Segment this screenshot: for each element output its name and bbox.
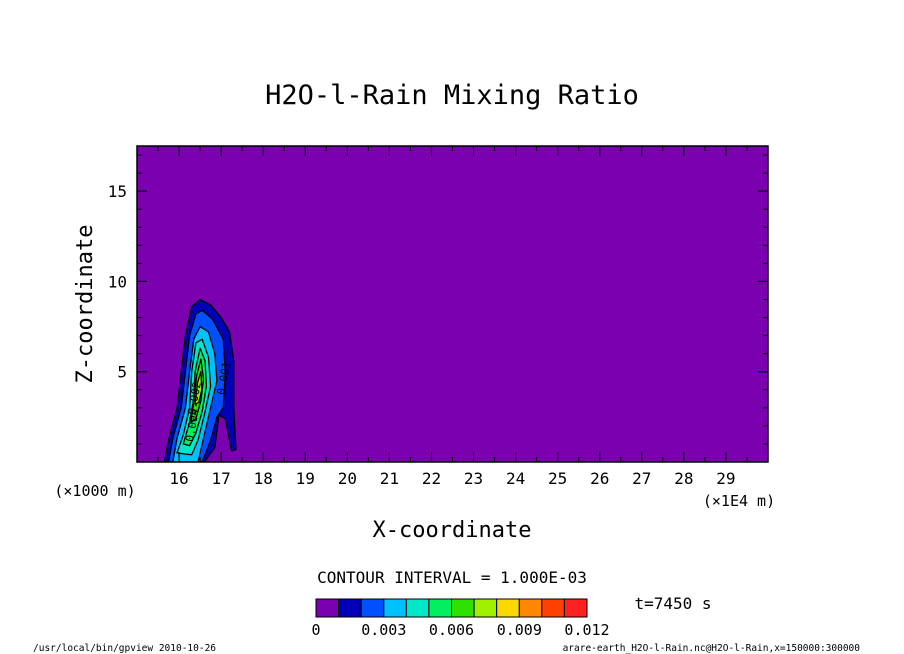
colorbar-bin xyxy=(383,598,407,618)
contour-label: 0.004 xyxy=(183,407,202,442)
y-axis-label: Z-coordinate xyxy=(73,225,98,384)
x-tick-label: 17 xyxy=(212,469,231,488)
x-axis-ticks: 16 17 18 19 20 21 22 23 24 25 26 27 28 29 xyxy=(157,146,748,488)
x-tick-label: 28 xyxy=(674,469,693,488)
x-tick-label: 20 xyxy=(338,469,357,488)
x-axis-label: X-coordinate xyxy=(373,518,532,543)
x-unit-label: (×1E4 m) xyxy=(703,492,775,510)
contour-region-level-6 xyxy=(194,371,203,405)
y-tick-label: 5 xyxy=(117,363,127,382)
colorbar-bin xyxy=(473,598,498,618)
x-tick-label: 16 xyxy=(169,469,188,488)
x-tick-label: 29 xyxy=(716,469,735,488)
colorbar-bin xyxy=(338,598,362,618)
x-tick-label: 19 xyxy=(296,469,315,488)
contour-fill-group xyxy=(163,298,237,462)
y-tick-label: 10 xyxy=(108,272,127,291)
x-tick-label: 26 xyxy=(590,469,609,488)
y-axis-ticks: 5 10 15 xyxy=(108,154,768,445)
colorbar-bin xyxy=(541,598,565,618)
colorbar-tick-label: 0 xyxy=(311,621,320,639)
colorbar-tick-label: 0.003 xyxy=(361,621,406,639)
y-tick-label: 15 xyxy=(108,182,127,201)
colorbar-tick-label: 0.006 xyxy=(429,621,474,639)
x-tick-label: 22 xyxy=(422,469,441,488)
x-tick-label: 21 xyxy=(380,469,399,488)
contour-label: 0.001 xyxy=(215,361,234,396)
colorbar-bin xyxy=(496,598,520,618)
colorbar-tick-labels: 0 0.003 0.006 0.009 0.012 xyxy=(311,621,609,639)
colorbar-tick-label: 0.012 xyxy=(564,621,609,639)
plot-background xyxy=(137,146,768,462)
contour-label: 0.002 xyxy=(185,381,204,416)
x-tick-label: 27 xyxy=(632,469,651,488)
contour-interval-text: CONTOUR INTERVAL = 1.000E-03 xyxy=(317,568,587,587)
colorbar-tick-label: 0.009 xyxy=(497,621,542,639)
colorbar-bin xyxy=(563,598,588,618)
y-unit-label: (×1000 m) xyxy=(54,482,135,500)
x-tick-label: 25 xyxy=(548,469,567,488)
chart-title: H2O-l-Rain Mixing Ratio xyxy=(265,80,639,111)
colorbar-bin xyxy=(405,598,430,618)
colorbar-bin xyxy=(518,598,543,618)
x-tick-label: 24 xyxy=(506,469,525,488)
colorbar-bin xyxy=(451,598,475,618)
colorbar-bin xyxy=(315,598,340,618)
footer-right-text: arare-earth_H2O-l-Rain.nc@H2O-l-Rain,x=1… xyxy=(563,643,861,654)
footer-left-text: /usr/local/bin/gpview 2010-10-26 xyxy=(33,643,216,654)
x-tick-label: 18 xyxy=(254,469,273,488)
colorbar xyxy=(315,598,588,618)
time-label: t=7450 s xyxy=(634,594,711,613)
colorbar-bin xyxy=(360,598,385,618)
x-tick-label: 23 xyxy=(464,469,483,488)
colorbar-bin xyxy=(428,598,452,618)
